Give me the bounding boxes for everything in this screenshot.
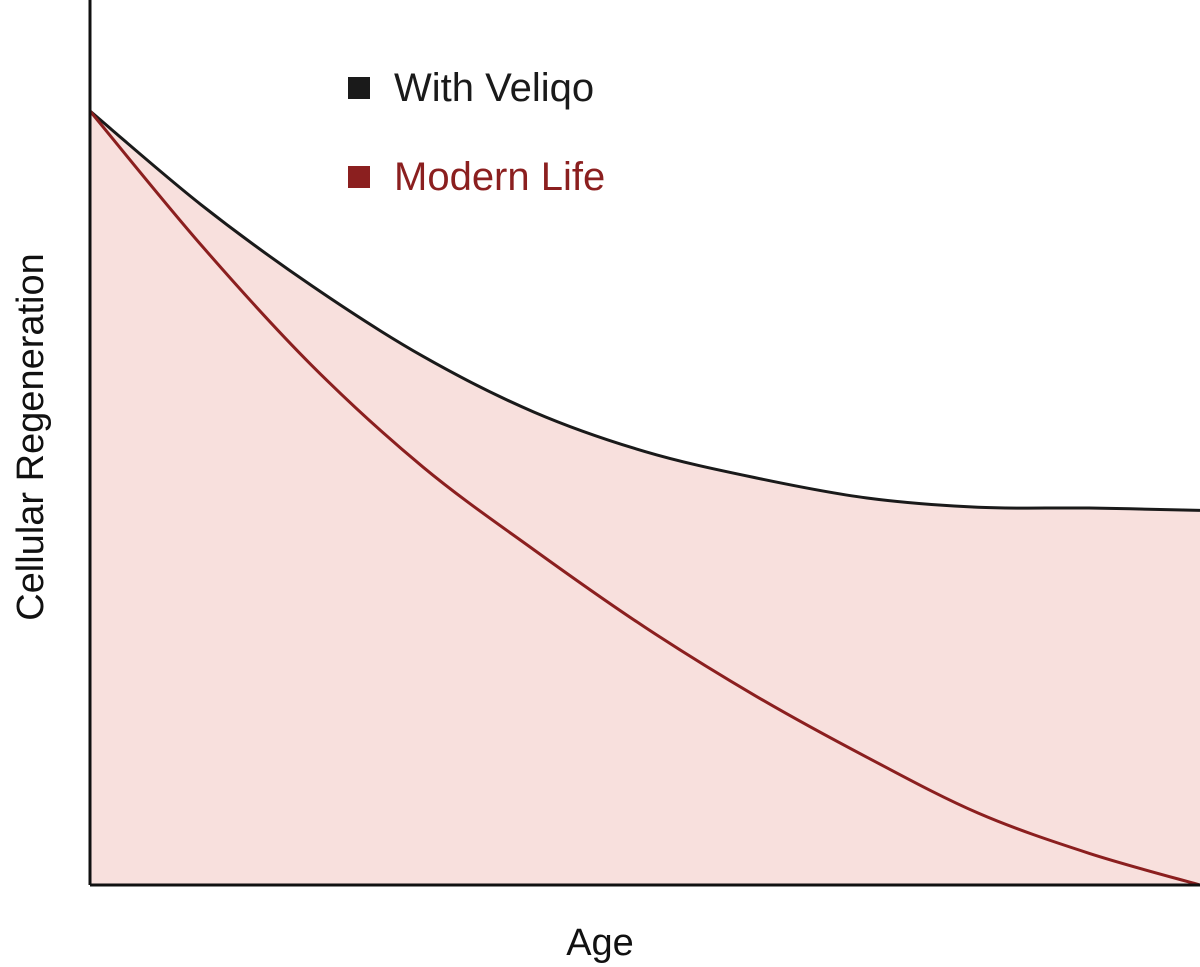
series-line-modern-life (88, 110, 1200, 887)
legend-item-with-veliqo: With Veliqo (348, 66, 594, 110)
legend-swatch-with-veliqo (348, 77, 370, 99)
legend-item-modern-life: Modern Life (348, 155, 605, 199)
series-line-with-veliqo (89, 109, 1200, 512)
legend-label-with-veliqo: With Veliqo (394, 66, 594, 110)
legend-label-modern-life: Modern Life (394, 155, 605, 199)
legend: With Veliqo Modern Life (348, 66, 605, 199)
shaded-area (90, 111, 1200, 885)
x-axis-label: Age (566, 922, 634, 964)
legend-swatch-modern-life (348, 166, 370, 188)
plot-area (88, 109, 1200, 887)
y-axis-label: Cellular Regeneration (10, 253, 52, 621)
